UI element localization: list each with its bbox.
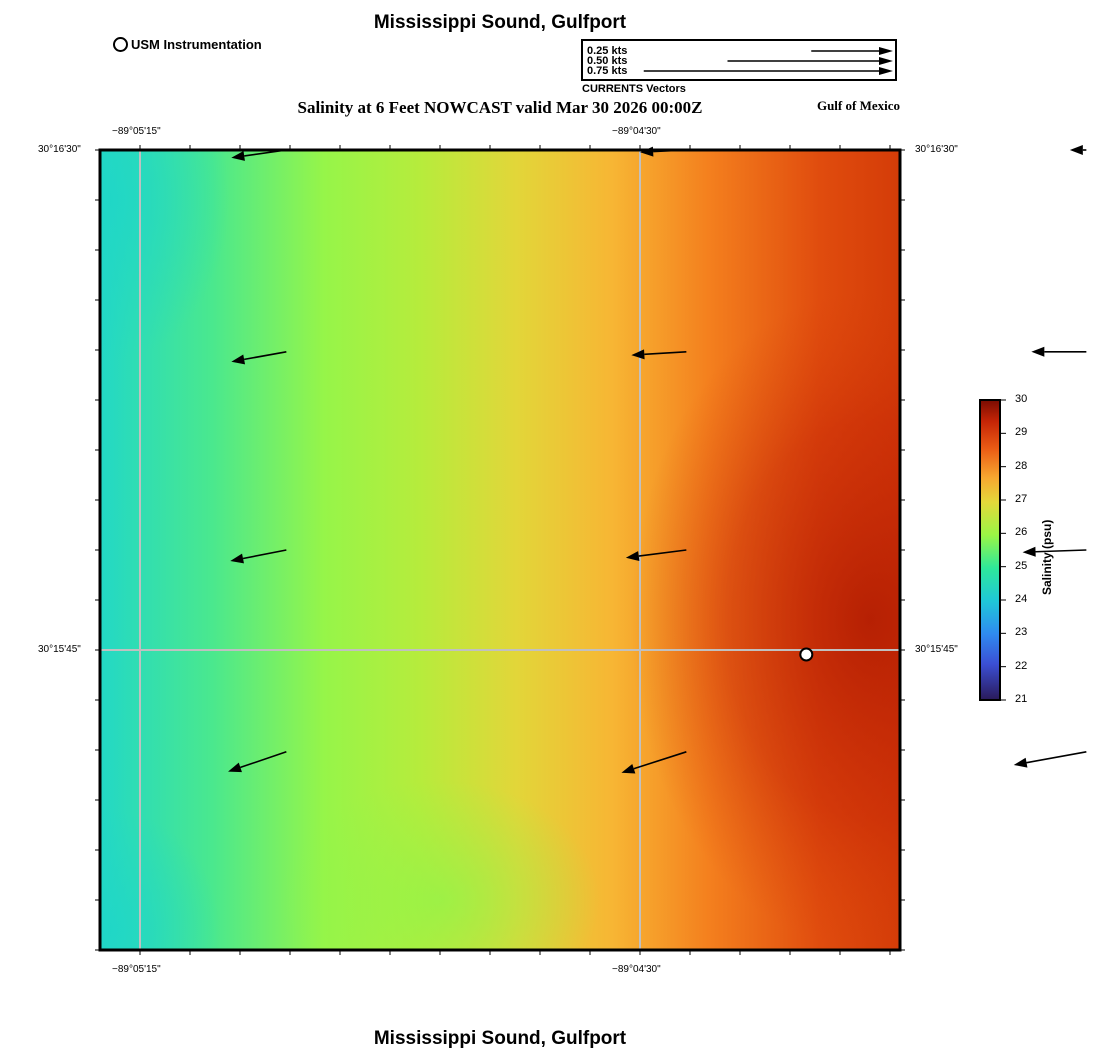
usm-station-marker[interactable] bbox=[799, 647, 814, 662]
salinity-colorbar bbox=[979, 399, 1006, 701]
map-subtitle: Salinity at 6 Feet NOWCAST valid Mar 30 … bbox=[297, 98, 703, 117]
lon-tick-label: −89°05'15" bbox=[112, 126, 161, 137]
colorbar-tick-label: 29 bbox=[1015, 426, 1028, 439]
colorbar-ramp bbox=[979, 399, 1001, 701]
current-arrow bbox=[231, 351, 287, 365]
station-marker-icon bbox=[113, 37, 128, 52]
lon-tick-label: −89°04'30" bbox=[612, 964, 661, 975]
page-title: Mississippi Sound, Gulfport bbox=[373, 12, 627, 33]
lon-tick-label: −89°04'30" bbox=[612, 126, 661, 137]
colorbar-tick-label: 22 bbox=[1015, 659, 1028, 672]
colorbar-tick-label: 21 bbox=[1015, 693, 1028, 705]
current-arrow bbox=[230, 549, 287, 564]
colorbar-tick-label: 27 bbox=[1015, 493, 1028, 505]
map-frame bbox=[95, 145, 905, 955]
colorbar-tick-label: 24 bbox=[1015, 593, 1028, 605]
current-arrow bbox=[631, 349, 687, 360]
vector-scale-arrow bbox=[643, 67, 893, 75]
current-arrow bbox=[1013, 751, 1087, 768]
current-arrow bbox=[1031, 346, 1087, 357]
lat-tick-label: 30°15'45" bbox=[915, 644, 958, 655]
footer-title: Mississippi Sound, Gulfport bbox=[373, 1028, 627, 1049]
current-arrow bbox=[625, 549, 687, 562]
colorbar-title: Salinity (psu) bbox=[1040, 519, 1054, 595]
vector-scale-arrow bbox=[727, 57, 893, 65]
lat-tick-label: 30°16'30" bbox=[38, 144, 81, 155]
vectors-caption: CURRENTS Vectors bbox=[582, 83, 686, 95]
lon-tick-label: −89°05'15" bbox=[112, 964, 161, 975]
current-arrow bbox=[1022, 546, 1087, 557]
current-arrow bbox=[228, 751, 287, 773]
vector-scale-arrow bbox=[811, 47, 893, 55]
graticule bbox=[100, 150, 900, 950]
current-arrow bbox=[621, 751, 687, 774]
colorbar-tick-label: 25 bbox=[1015, 559, 1028, 572]
lat-tick-label: 30°15'45" bbox=[38, 644, 81, 655]
vector-scale-label: 0.25 kts bbox=[587, 45, 628, 57]
vector-scale-label: 0.50 kts bbox=[587, 55, 628, 67]
colorbar-tick-label: 23 bbox=[1015, 626, 1028, 639]
salinity-field bbox=[100, 150, 900, 950]
station-legend: USM Instrumentation bbox=[113, 37, 262, 52]
vector-scale-arrows bbox=[643, 47, 893, 75]
colorbar-tick-label: 28 bbox=[1015, 459, 1028, 472]
vector-scale-label: 0.75 kts bbox=[587, 65, 628, 77]
lat-tick-label: 30°16'30" bbox=[915, 144, 958, 155]
colorbar-tick-label: 30 bbox=[1015, 393, 1028, 405]
colorbar-ticks bbox=[1000, 399, 1006, 701]
vector-scale-legend: 0.25 kts 0.50 kts 0.75 kts bbox=[581, 39, 897, 81]
current-arrow bbox=[1069, 145, 1087, 155]
region-label: Gulf of Mexico bbox=[816, 98, 900, 113]
colorbar-tick-label: 26 bbox=[1015, 526, 1028, 539]
station-legend-label: USM Instrumentation bbox=[131, 37, 262, 52]
